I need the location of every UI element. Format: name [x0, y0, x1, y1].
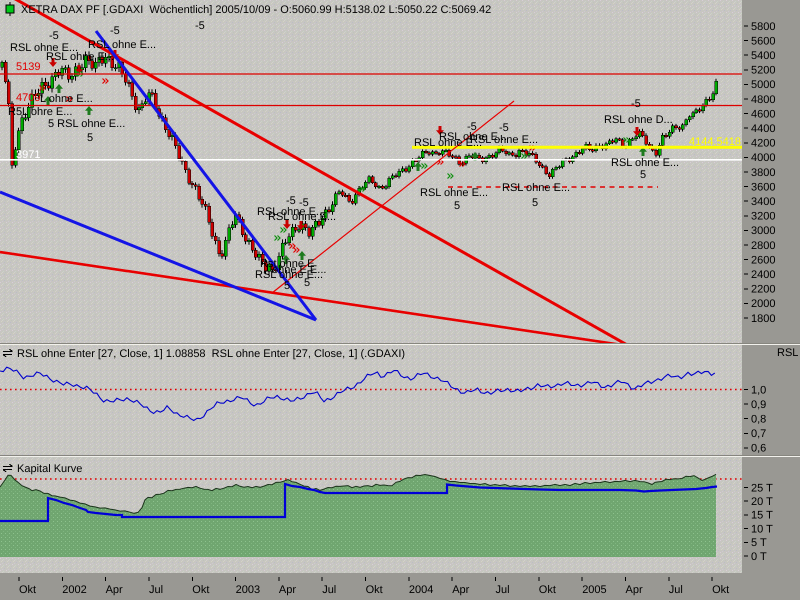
- svg-text:5139: 5139: [16, 61, 40, 73]
- svg-text:RSL ohne E...: RSL ohne E...: [420, 187, 488, 199]
- svg-text:5: 5: [640, 169, 646, 181]
- svg-text:5 RSL ohne E...: 5 RSL ohne E...: [48, 118, 125, 130]
- svg-text:2002: 2002: [62, 584, 86, 596]
- svg-text:3971: 3971: [16, 149, 40, 161]
- svg-text:Apr: Apr: [106, 584, 123, 596]
- svg-text:5 T: 5 T: [751, 537, 767, 549]
- svg-text:Jul: Jul: [322, 584, 336, 596]
- svg-text:4000: 4000: [751, 152, 775, 164]
- svg-text:0,7: 0,7: [751, 428, 766, 440]
- svg-text:Jul: Jul: [496, 584, 510, 596]
- svg-text:Apr: Apr: [279, 584, 296, 596]
- svg-text:RSL ohne D...: RSL ohne D...: [604, 114, 673, 126]
- svg-text:-5: -5: [299, 197, 309, 209]
- svg-text:Okt: Okt: [539, 584, 556, 596]
- svg-text:2600: 2600: [751, 254, 775, 266]
- svg-text:L ohne E...: L ohne E...: [40, 93, 93, 105]
- svg-text:ohne E E...: ohne E E...: [272, 264, 326, 276]
- svg-text:RSL ohne E...: RSL ohne E...: [414, 137, 482, 149]
- svg-text:RSL ohne E...: RSL ohne E...: [88, 39, 156, 51]
- svg-text:5: 5: [284, 280, 290, 292]
- svg-text:5800: 5800: [751, 21, 775, 33]
- svg-text:RSL ohne E...: RSL ohne E...: [611, 157, 679, 169]
- svg-text:RSL ohne E...: RSL ohne E...: [10, 42, 78, 54]
- svg-text:5: 5: [532, 197, 538, 209]
- svg-text:0,6: 0,6: [751, 443, 766, 455]
- svg-text:RSL ohne E...: RSL ohne E...: [46, 51, 114, 63]
- svg-text:RSL ohne E...: RSL ohne E...: [502, 182, 570, 194]
- svg-text:2003: 2003: [236, 584, 260, 596]
- svg-text:-5: -5: [631, 98, 641, 110]
- svg-text:RSL ohne E...: RSL ohne E...: [257, 206, 325, 218]
- svg-text:Apr: Apr: [626, 584, 643, 596]
- svg-text:4709: 4709: [16, 92, 40, 104]
- svg-text:20 T: 20 T: [751, 496, 773, 508]
- svg-text:-5: -5: [110, 25, 120, 37]
- svg-text:5600: 5600: [751, 35, 775, 47]
- svg-text:3400: 3400: [751, 196, 775, 208]
- svg-text:3600: 3600: [751, 181, 775, 193]
- svg-text:5200: 5200: [751, 65, 775, 77]
- svg-text:-5: -5: [499, 122, 509, 134]
- svg-text:R5L ohre E...: R5L ohre E...: [8, 106, 72, 118]
- svg-text:10 T: 10 T: [751, 523, 773, 535]
- svg-text:-5: -5: [49, 30, 59, 42]
- svg-text:3800: 3800: [751, 167, 775, 179]
- svg-text:4800: 4800: [751, 94, 775, 106]
- svg-text:RSL ohne E...: RSL ohne E...: [439, 131, 507, 143]
- svg-text:2005: 2005: [582, 584, 606, 596]
- svg-text:5: 5: [87, 132, 93, 144]
- svg-text:5: 5: [304, 277, 310, 289]
- svg-text:Okt: Okt: [19, 584, 36, 596]
- svg-text:Okt: Okt: [712, 584, 729, 596]
- svg-text:0,8: 0,8: [751, 414, 766, 426]
- svg-text:Rst ohne E: Rst ohne E: [260, 258, 314, 270]
- svg-text:2800: 2800: [751, 240, 775, 252]
- svg-text:-5: -5: [286, 195, 296, 207]
- svg-text:5000: 5000: [751, 79, 775, 91]
- svg-text:3200: 3200: [751, 211, 775, 223]
- svg-text:1,0: 1,0: [751, 384, 766, 396]
- svg-text:4200: 4200: [751, 138, 775, 150]
- svg-text:Apr: Apr: [452, 584, 469, 596]
- svg-text:Jul: Jul: [669, 584, 683, 596]
- svg-text:0 T: 0 T: [751, 551, 767, 563]
- svg-text:0,9: 0,9: [751, 399, 766, 411]
- svg-text:-5: -5: [467, 121, 477, 133]
- svg-text:Okt: Okt: [366, 584, 383, 596]
- svg-text:5400: 5400: [751, 50, 775, 62]
- svg-text:XETRA DAX PF [.GDAXI Wöchentl: XETRA DAX PF [.GDAXI Wöchentlich] 2005/1…: [21, 4, 491, 16]
- svg-text:1800: 1800: [751, 313, 775, 325]
- svg-text:-5: -5: [195, 20, 205, 32]
- svg-text:2200: 2200: [751, 284, 775, 296]
- svg-text:2400: 2400: [751, 269, 775, 281]
- svg-text:RSL ohne E...: RSL ohne E...: [470, 134, 538, 146]
- svg-text:RSL ohne E...: RSL ohne E...: [268, 211, 336, 223]
- svg-text:2004: 2004: [409, 584, 433, 596]
- svg-text:4400: 4400: [751, 123, 775, 135]
- svg-text:4144.5418: 4144.5418: [689, 136, 741, 148]
- svg-text:RSL ohne Enter [27, Close, 1]: RSL ohne Enter [27, Close, 1] 1.08858 RS…: [17, 348, 405, 360]
- svg-text:5: 5: [454, 200, 460, 212]
- svg-text:RSL: RSL: [777, 347, 798, 359]
- svg-text:Jul: Jul: [149, 584, 163, 596]
- svg-text:Okt: Okt: [192, 584, 209, 596]
- svg-text:4600: 4600: [751, 108, 775, 120]
- svg-text:RSL ohne E...: RSL ohne E...: [255, 269, 323, 281]
- svg-text:2000: 2000: [751, 298, 775, 310]
- svg-text:25 T: 25 T: [751, 482, 773, 494]
- svg-text:3000: 3000: [751, 225, 775, 237]
- svg-text:15 T: 15 T: [751, 510, 773, 522]
- svg-text:Kapital Kurve: Kapital Kurve: [17, 463, 82, 475]
